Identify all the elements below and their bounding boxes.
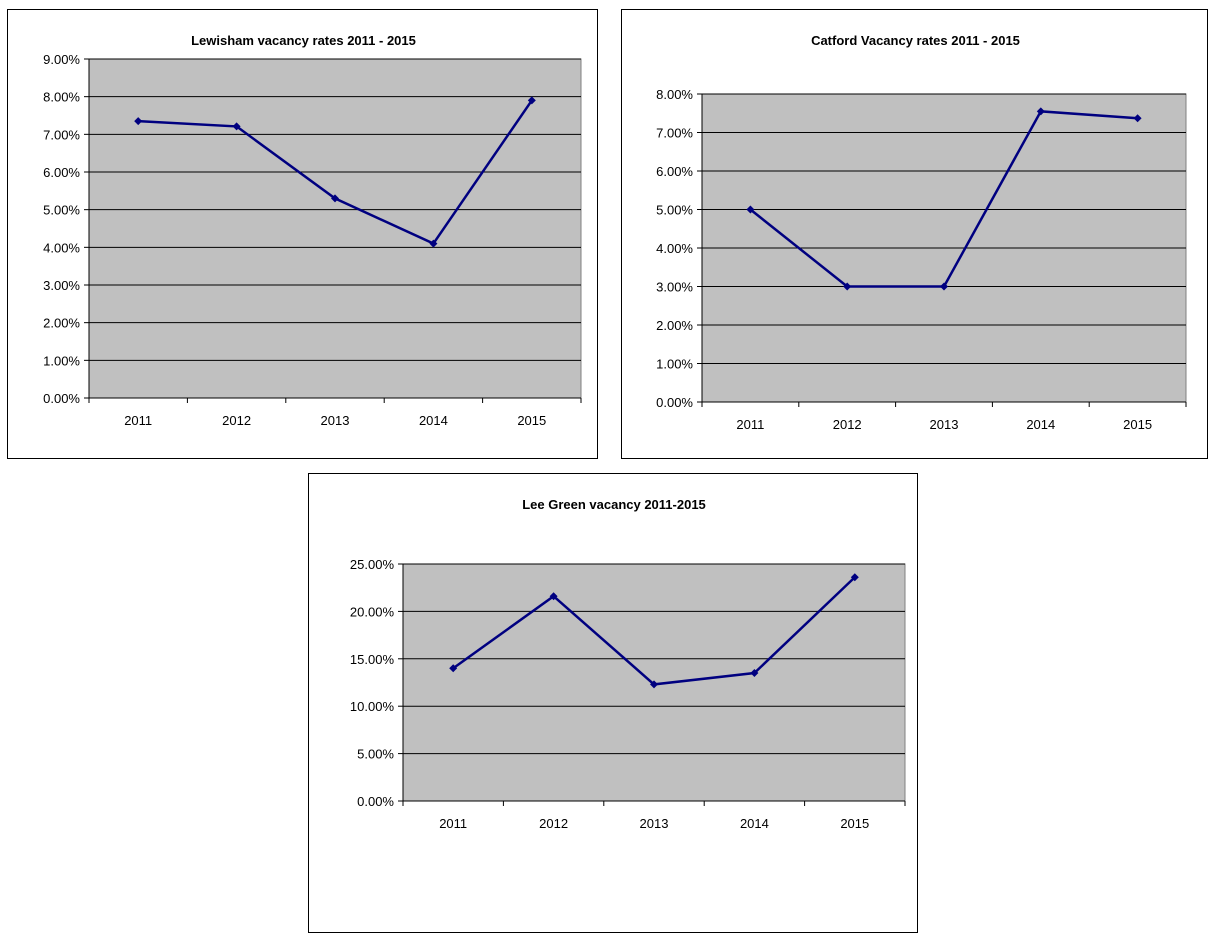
- data-point: [527, 96, 536, 105]
- y-tick-label: 7.00%: [43, 127, 80, 142]
- data-point: [850, 573, 859, 582]
- y-tick-label: 6.00%: [43, 165, 80, 180]
- y-tick-label: 1.00%: [43, 353, 80, 368]
- y-tick-label: 1.00%: [656, 357, 693, 372]
- y-tick-label: 3.00%: [43, 278, 80, 293]
- data-point: [1036, 107, 1045, 116]
- x-tick-label: 2011: [124, 413, 152, 428]
- data-point: [750, 669, 759, 678]
- y-tick-label: 8.00%: [43, 90, 80, 105]
- x-tick-label: 2014: [1026, 417, 1055, 432]
- x-tick-label: 2015: [517, 413, 546, 428]
- chart-title: Catford Vacancy rates 2011 - 2015: [811, 33, 1020, 48]
- chart-title: Lewisham vacancy rates 2011 - 2015: [191, 33, 416, 48]
- x-tick-label: 2012: [539, 816, 568, 831]
- y-tick-label: 7.00%: [656, 126, 693, 141]
- y-tick-label: 2.00%: [656, 318, 693, 333]
- data-point: [429, 239, 438, 248]
- y-tick-label: 20.00%: [350, 604, 395, 619]
- plot-area: [88, 58, 582, 399]
- y-tick-label: 25.00%: [350, 557, 395, 572]
- data-point: [331, 194, 339, 203]
- x-tick-label: 2013: [930, 417, 959, 432]
- data-point: [549, 592, 558, 601]
- data-point: [940, 282, 948, 291]
- x-tick-label: 2012: [833, 417, 862, 432]
- y-tick-label: 15.00%: [350, 652, 395, 667]
- data-point: [449, 664, 458, 673]
- data-point: [232, 122, 241, 131]
- x-tick-label: 2013: [640, 816, 669, 831]
- chart-title: Lee Green vacancy 2011-2015: [522, 497, 706, 512]
- y-tick-label: 0.00%: [656, 395, 693, 410]
- chart-panel-lee-green: Lee Green vacancy 2011-2015 0.00% 5.00% 10.…: [308, 473, 918, 933]
- chart-panel-lewisham: Lewisham vacancy rates 2011 - 2015 0.00% 1…: [7, 9, 598, 459]
- chart-svg-lewisham: Lewisham vacancy rates 2011 - 2015 0.00% 1…: [43, 33, 582, 428]
- data-point: [746, 205, 755, 214]
- chart-panel-catford: Catford Vacancy rates 2011 - 2015 0.00% 1.…: [621, 9, 1208, 459]
- y-tick-label: 5.00%: [357, 747, 394, 762]
- data-point: [843, 282, 852, 291]
- y-tick-label: 8.00%: [656, 87, 693, 102]
- x-tick-label: 2011: [439, 816, 467, 831]
- x-tick-label: 2013: [321, 413, 350, 428]
- x-tick-label: 2015: [840, 816, 869, 831]
- y-tick-label: 10.00%: [350, 699, 395, 714]
- chart-svg-catford: Catford Vacancy rates 2011 - 2015 0.00% 1.…: [656, 33, 1187, 432]
- y-tick-label: 9.00%: [43, 52, 80, 67]
- y-tick-label: 6.00%: [656, 164, 693, 179]
- y-tick-label: 0.00%: [43, 391, 80, 406]
- data-point: [650, 680, 658, 689]
- y-tick-label: 5.00%: [656, 203, 693, 218]
- y-tick-label: 3.00%: [656, 280, 693, 295]
- y-tick-label: 0.00%: [357, 794, 394, 809]
- y-tick-label: 5.00%: [43, 203, 80, 218]
- x-tick-label: 2015: [1123, 417, 1152, 432]
- x-tick-label: 2014: [740, 816, 769, 831]
- data-point: [134, 117, 143, 126]
- chart-svg-lee-green: Lee Green vacancy 2011-2015 0.00% 5.00% 10.…: [350, 497, 906, 831]
- data-point: [1133, 114, 1142, 123]
- x-tick-label: 2014: [419, 413, 448, 428]
- x-tick-label: 2012: [222, 413, 251, 428]
- y-tick-label: 4.00%: [43, 240, 80, 255]
- x-tick-label: 2011: [736, 417, 764, 432]
- y-tick-label: 4.00%: [656, 241, 693, 256]
- y-tick-label: 2.00%: [43, 316, 80, 331]
